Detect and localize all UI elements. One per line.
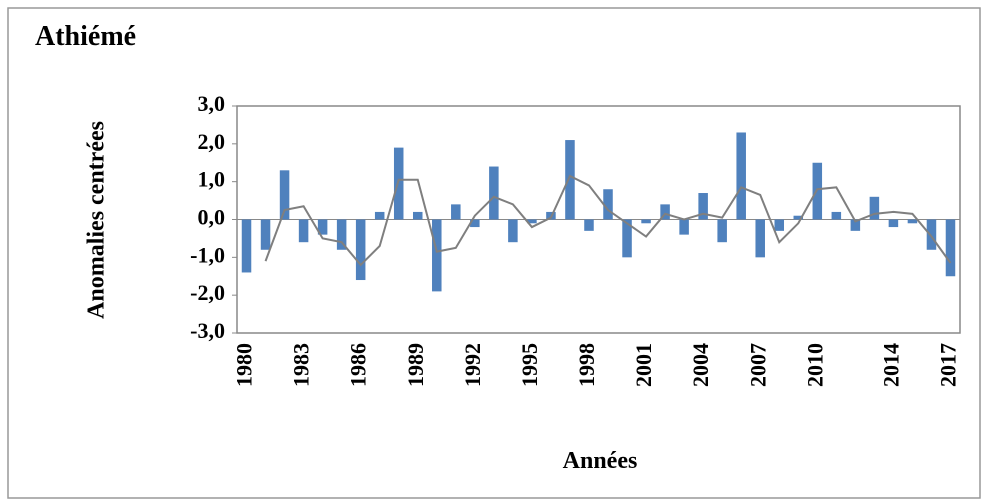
x-tick-label: 1989 (403, 343, 428, 387)
y-tick-label: 1,0 (198, 167, 226, 192)
bar (317, 219, 328, 235)
bar (489, 166, 499, 220)
x-axis-label: Années (563, 448, 638, 474)
x-tick-label: 1980 (232, 343, 257, 387)
bar (412, 211, 423, 220)
bar (736, 132, 746, 220)
bar (584, 219, 594, 231)
bar (945, 219, 956, 277)
bar (298, 219, 309, 243)
trend-line (264, 174, 952, 267)
chart-title: Athiémé (35, 21, 136, 52)
bar (774, 219, 785, 231)
bar (926, 219, 937, 250)
bar (508, 219, 518, 243)
bar (260, 219, 271, 250)
bar (907, 219, 918, 224)
bar (432, 219, 442, 292)
bar (755, 219, 765, 258)
x-tick-label: 2017 (936, 343, 961, 387)
x-tick-label: 1992 (460, 343, 485, 387)
bar (451, 204, 461, 220)
bar (565, 140, 575, 220)
bar (888, 219, 899, 228)
bar (641, 219, 651, 224)
bar (603, 189, 613, 220)
bar (470, 219, 480, 228)
bar (527, 219, 537, 224)
x-tick-label: 1983 (289, 343, 314, 387)
y-axis-label: Anomalies centrées (84, 121, 110, 319)
y-tick-label: -2,0 (190, 280, 225, 305)
bar (793, 215, 804, 220)
bar (355, 219, 366, 281)
y-tick-label: -1,0 (190, 242, 225, 267)
x-tick-label: 2007 (745, 343, 770, 387)
bar (660, 204, 670, 220)
x-tick-label: 2001 (631, 343, 656, 387)
y-tick-label: -3,0 (190, 318, 225, 343)
x-tick-label: 2004 (688, 343, 713, 387)
bar (622, 219, 632, 258)
bar (698, 193, 708, 220)
bar (374, 211, 385, 220)
x-tick-label: 2010 (802, 343, 827, 387)
y-tick-label: 2,0 (198, 129, 226, 154)
bar (850, 219, 861, 231)
bar (869, 196, 880, 220)
bar (336, 219, 347, 250)
chart-frame (7, 7, 981, 499)
bar (279, 170, 290, 220)
bar (717, 219, 727, 243)
bar (393, 147, 404, 220)
bar (679, 219, 689, 235)
y-tick-label: 0,0 (198, 205, 226, 230)
y-tick-label: 3,0 (198, 91, 226, 116)
x-tick-label: 1995 (517, 343, 542, 387)
x-tick-label: 2014 (878, 343, 903, 387)
bar (831, 211, 842, 220)
x-tick-label: 1998 (574, 343, 599, 387)
bar (241, 219, 252, 273)
x-tick-label: 1986 (346, 343, 371, 387)
